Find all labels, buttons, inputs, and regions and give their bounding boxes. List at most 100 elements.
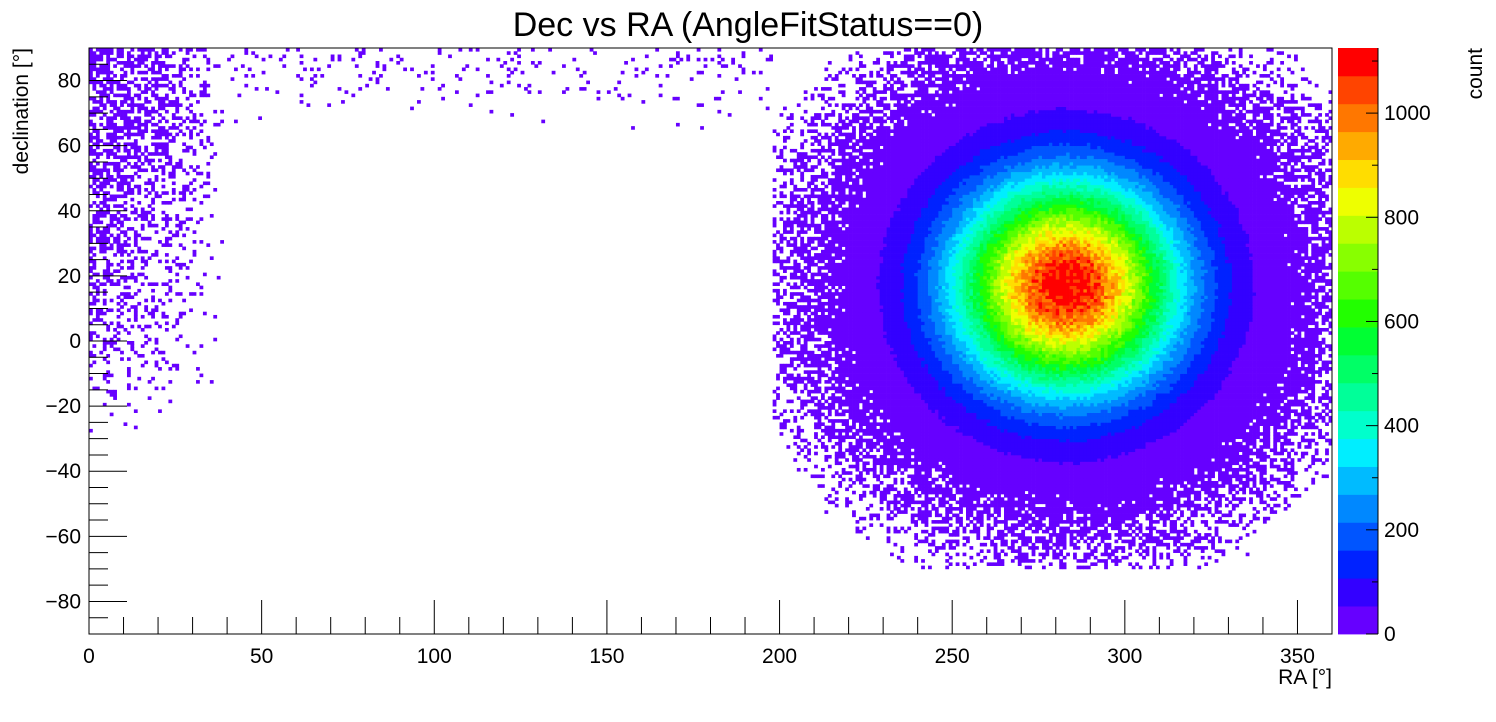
- heatmap-cell: [986, 513, 991, 518]
- heatmap-cell: [1124, 484, 1129, 488]
- heatmap-cell: [990, 500, 994, 505]
- heatmap-cell: [855, 529, 860, 534]
- heatmap-cell: [962, 494, 967, 498]
- heatmap-cell: [1235, 448, 1240, 453]
- heatmap-cell: [1283, 409, 1288, 413]
- heatmap-cell: [1028, 497, 1032, 501]
- heatmap-cell: [1259, 422, 1264, 426]
- heatmap-cell: [1086, 448, 1091, 453]
- heatmap-cell: [845, 448, 849, 453]
- heatmap-cell: [1086, 510, 1091, 514]
- heatmap-cell: [1211, 467, 1215, 472]
- heatmap-cell: [1259, 500, 1264, 505]
- heatmap-cell: [1128, 539, 1133, 544]
- heatmap-cell: [1100, 497, 1105, 501]
- heatmap-cell: [1304, 412, 1309, 417]
- heatmap-cell: [1155, 542, 1160, 547]
- heatmap-cell: [1280, 458, 1285, 462]
- heatmap-cell: [1017, 419, 1022, 423]
- heatmap-cell: [1152, 546, 1157, 550]
- heatmap-cell: [1190, 435, 1195, 440]
- heatmap-cell: [955, 451, 960, 456]
- heatmap-cell: [1041, 458, 1046, 462]
- heatmap-cell: [1066, 422, 1070, 426]
- heatmap-cell: [852, 402, 856, 407]
- heatmap-cell: [817, 406, 822, 410]
- heatmap-cell: [1079, 425, 1084, 430]
- heatmap-cell: [1287, 471, 1291, 475]
- heatmap-cell: [1055, 480, 1060, 485]
- heatmap-cell: [814, 445, 818, 449]
- heatmap-cell: [1003, 441, 1008, 446]
- heatmap-cell: [997, 402, 1001, 407]
- heatmap-cell: [1114, 422, 1119, 426]
- heatmap-cell: [883, 494, 887, 498]
- heatmap-cell: [1186, 494, 1191, 498]
- heatmap-cell: [1269, 399, 1274, 404]
- heatmap-cell: [1069, 542, 1074, 547]
- heatmap-cell: [1028, 422, 1032, 426]
- heatmap-cell: [1238, 432, 1243, 436]
- heatmap-cell: [896, 396, 901, 400]
- heatmap-cell: [1104, 477, 1108, 482]
- heatmap-cell: [1290, 428, 1295, 433]
- heatmap-cell: [1280, 425, 1285, 430]
- heatmap-cell: [1024, 454, 1029, 459]
- heatmap-cell: [1003, 542, 1008, 547]
- heatmap-cell: [1211, 428, 1215, 433]
- heatmap-cell: [907, 425, 912, 430]
- heatmap-cell: [1145, 533, 1150, 537]
- heatmap-cell: [1111, 419, 1115, 423]
- heatmap-cell: [1228, 480, 1233, 485]
- heatmap-cell: [1152, 464, 1157, 469]
- heatmap-cell: [924, 520, 929, 524]
- heatmap-cell: [1059, 464, 1064, 469]
- heatmap-cell: [1086, 435, 1091, 440]
- heatmap-cell: [1052, 412, 1057, 417]
- heatmap-cell: [986, 428, 991, 433]
- heatmap-cell: [1114, 510, 1119, 514]
- heatmap-cell: [1169, 412, 1174, 417]
- heatmap-cell: [1131, 477, 1136, 482]
- heatmap-cell: [1190, 425, 1195, 430]
- heatmap-cell: [1176, 529, 1181, 534]
- heatmap-cell: [1204, 428, 1209, 433]
- heatmap-cell: [966, 432, 970, 436]
- heatmap-cell: [1017, 480, 1022, 485]
- heatmap-cell: [1021, 474, 1026, 479]
- heatmap-cell: [1086, 467, 1091, 472]
- heatmap-cell: [1000, 520, 1005, 524]
- heatmap-cell: [1059, 454, 1064, 459]
- heatmap-cell: [1190, 464, 1195, 469]
- heatmap-cell: [931, 520, 936, 524]
- heatmap-cell: [966, 451, 970, 456]
- heatmap-cell: [914, 435, 919, 440]
- heatmap-cell: [803, 402, 808, 407]
- heatmap-cell: [803, 412, 808, 417]
- heatmap-cell: [928, 422, 932, 426]
- heatmap-cell: [1055, 510, 1060, 514]
- heatmap-cell: [1093, 510, 1098, 514]
- heatmap-cell: [1314, 471, 1319, 475]
- heatmap-cell: [1149, 536, 1153, 540]
- heatmap-cell: [1169, 536, 1174, 540]
- heatmap-cell: [800, 402, 805, 407]
- heatmap-cell: [1069, 425, 1074, 430]
- heatmap-cell: [900, 415, 905, 420]
- heatmap-cell: [952, 507, 956, 511]
- heatmap-cell: [997, 484, 1001, 488]
- heatmap-cell: [1079, 409, 1084, 413]
- heatmap-cell: [1200, 484, 1205, 488]
- heatmap-cell: [1169, 497, 1174, 501]
- heatmap-cell: [1221, 520, 1226, 524]
- heatmap-cell: [962, 490, 967, 495]
- heatmap-cell: [997, 490, 1001, 495]
- heatmap-cell: [1031, 474, 1036, 479]
- heatmap-cell: [979, 458, 984, 462]
- heatmap-cell: [910, 480, 915, 485]
- heatmap-cell: [1183, 494, 1188, 498]
- heatmap-cell: [1000, 474, 1005, 479]
- heatmap-cell: [1211, 425, 1215, 430]
- heatmap-cell: [1117, 432, 1122, 436]
- heatmap-cell: [1003, 435, 1008, 440]
